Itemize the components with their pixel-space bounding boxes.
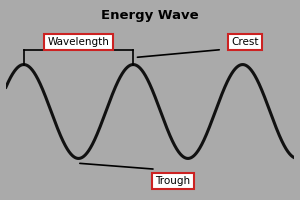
Text: Crest: Crest <box>231 37 259 47</box>
Text: Trough: Trough <box>155 176 190 186</box>
Text: Energy Wave: Energy Wave <box>101 9 199 22</box>
Text: Wavelength: Wavelength <box>48 37 110 47</box>
